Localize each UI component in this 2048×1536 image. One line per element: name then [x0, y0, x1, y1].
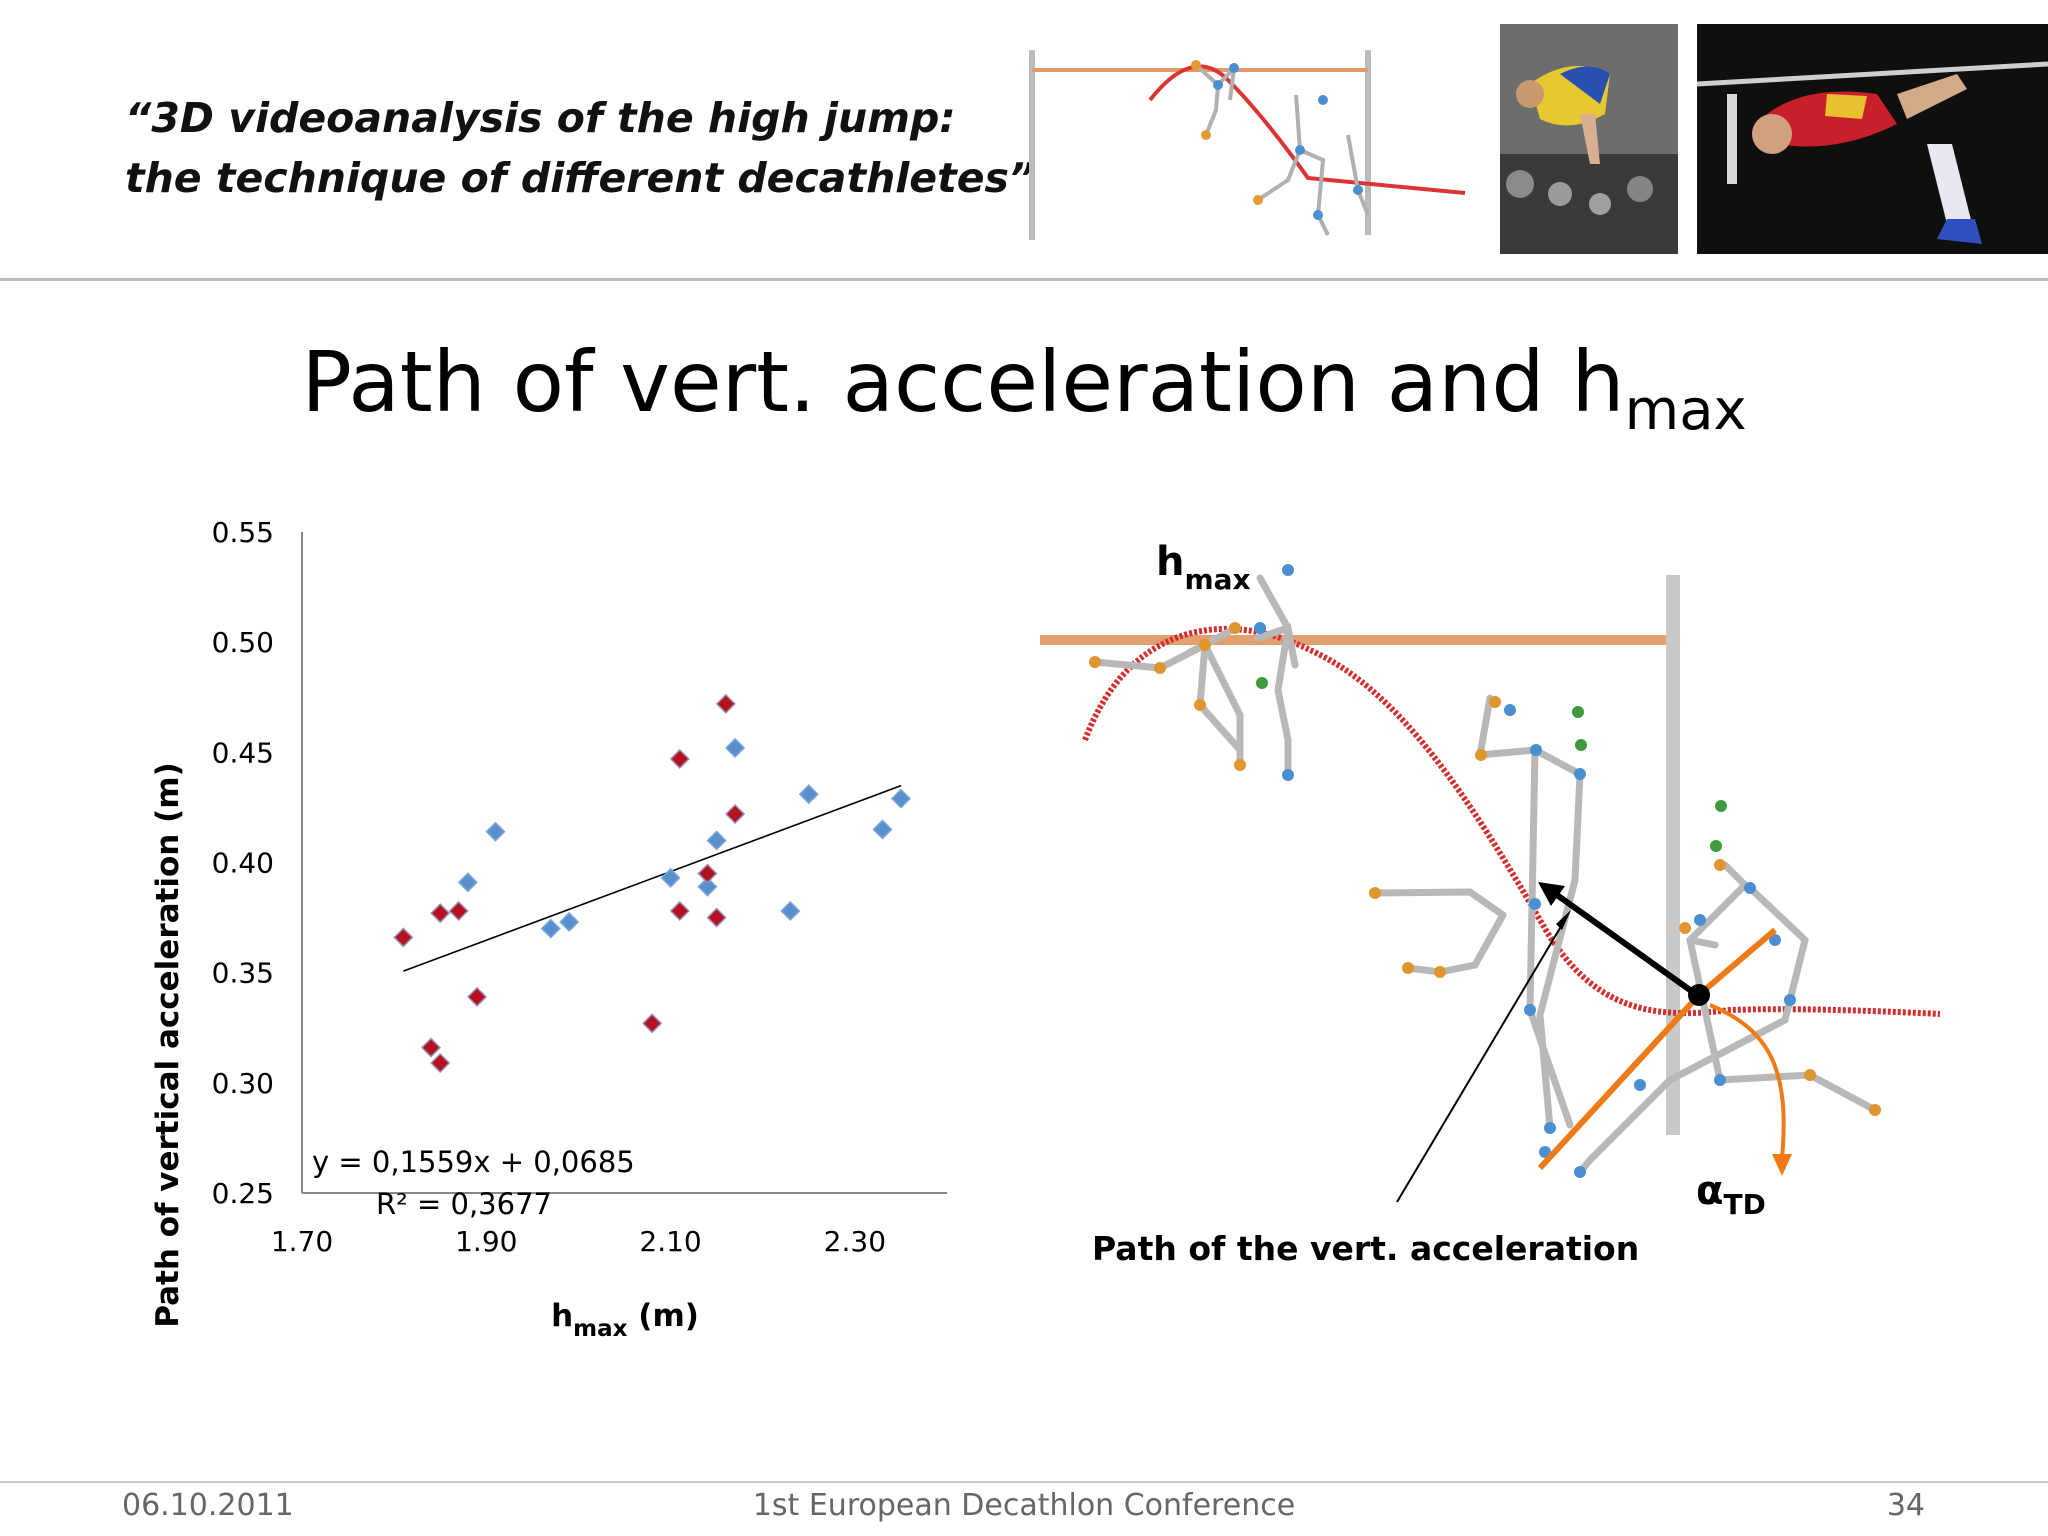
angle-arc-arrowhead	[1772, 1154, 1792, 1176]
trendline	[403, 784, 902, 972]
x-tick-labels: 1.70 1.90 2.10 2.30	[271, 1225, 886, 1258]
stick-figures	[1091, 574, 1879, 1176]
scatter-point	[642, 1013, 663, 1034]
touchdown-angle-arc	[1709, 1003, 1786, 1159]
stick-figure-thumbnail	[1029, 50, 1466, 240]
footer-date: 06.10.2011	[122, 1488, 294, 1523]
scatter-point	[485, 821, 506, 842]
y-tick-labels: 0.25 0.30 0.35 0.40 0.45 0.50 0.55	[212, 516, 274, 1210]
title-line-2: the technique of different decathletes”	[125, 154, 1036, 202]
green-joint-markers	[1256, 677, 1727, 852]
scatter-point	[448, 900, 469, 922]
y-tick-label: 0.30	[212, 1067, 274, 1100]
scatter-point	[798, 784, 819, 805]
presentation-title: “3D videoanalysis of the high jump: the …	[125, 88, 1036, 208]
alpha-label-main: α	[1696, 1168, 1723, 1214]
athlete-photo-2	[1697, 24, 2048, 254]
scatter-point	[467, 986, 488, 1007]
scatter-point	[697, 876, 718, 897]
x-tick-label: 1.90	[455, 1225, 517, 1258]
pointer-arrowhead	[1556, 910, 1571, 930]
y-axis-label: Path of vertical acceleration (m)	[150, 762, 186, 1328]
scatter-point	[430, 1052, 451, 1074]
x-axis-label-sub: max	[573, 1316, 627, 1342]
scatter-point	[393, 927, 414, 948]
alpha-td-label: αTD	[1696, 1168, 1766, 1221]
scatter-point	[725, 737, 746, 758]
x-tick-label: 2.10	[639, 1225, 701, 1258]
hmax-label-sub: max	[1184, 563, 1250, 596]
x-axis-label: hmax (m)	[551, 1298, 699, 1342]
slide-title-subscript: max	[1624, 378, 1747, 443]
slide-title: Path of vert. acceleration and hmax	[0, 332, 2048, 461]
hmax-label-main: h	[1156, 540, 1184, 585]
x-tick-label: 2.30	[824, 1225, 886, 1258]
scatter-point	[890, 788, 911, 809]
scatter-point	[559, 911, 580, 933]
scatter-point	[430, 903, 451, 924]
scatter-chart: 0.25 0.30 0.35 0.40 0.45 0.50 0.55 1.70 1.90 2.1…	[150, 516, 947, 1342]
scatter-point	[706, 830, 727, 851]
data-points	[393, 693, 911, 1074]
blue-joint-markers	[1254, 564, 1796, 1178]
y-tick-label: 0.25	[212, 1177, 274, 1210]
jump-technique-diagram: hmax Path of the vert. acceleration αTD	[1040, 540, 1941, 1268]
footer-page-number: 34	[1886, 1488, 1925, 1523]
acceleration-vector	[1548, 887, 1699, 998]
scatter-point	[660, 867, 681, 888]
x-axis-label-main: h	[551, 1298, 573, 1334]
scatter-point	[669, 748, 690, 770]
athlete-photo-1	[1500, 24, 1678, 254]
r-squared-label: R² = 0,3677	[376, 1187, 552, 1221]
scatter-point	[540, 918, 561, 939]
x-tick-label: 1.70	[271, 1225, 333, 1258]
scatter-point	[706, 907, 727, 928]
label-pointer-line	[1396, 917, 1567, 1203]
orange-joint-markers	[1089, 622, 1881, 1116]
x-axis-label-unit: (m)	[627, 1298, 698, 1334]
equation-label: y = 0,1559x + 0,0685	[312, 1145, 635, 1179]
touchdown-point	[1688, 984, 1710, 1006]
footer-divider	[0, 1481, 2048, 1483]
scatter-point	[725, 803, 746, 825]
y-tick-label: 0.35	[212, 957, 274, 990]
header-divider	[0, 278, 2048, 281]
scatter-point	[872, 819, 893, 840]
scatter-point	[697, 863, 718, 884]
scatter-point	[715, 693, 736, 714]
alpha-label-sub: TD	[1723, 1188, 1765, 1221]
hmax-label: hmax	[1156, 540, 1251, 596]
path-label: Path of the vert. acceleration	[1092, 1229, 1639, 1268]
y-tick-label: 0.55	[212, 516, 274, 549]
footer-conference: 1st European Decathlon Conference	[752, 1488, 1296, 1523]
y-tick-label: 0.45	[212, 736, 274, 769]
slide-title-main: Path of vert. acceleration and h	[301, 333, 1625, 431]
title-line-1: “3D videoanalysis of the high jump:	[125, 94, 956, 142]
vector-arrowhead	[1538, 882, 1565, 906]
y-tick-label: 0.40	[212, 847, 274, 880]
center-of-mass-trajectory	[1082, 625, 1941, 1017]
scatter-point	[457, 872, 478, 893]
scatter-point	[780, 900, 801, 922]
scatter-point	[669, 900, 690, 922]
y-tick-label: 0.50	[212, 626, 274, 659]
scatter-point	[420, 1037, 442, 1058]
